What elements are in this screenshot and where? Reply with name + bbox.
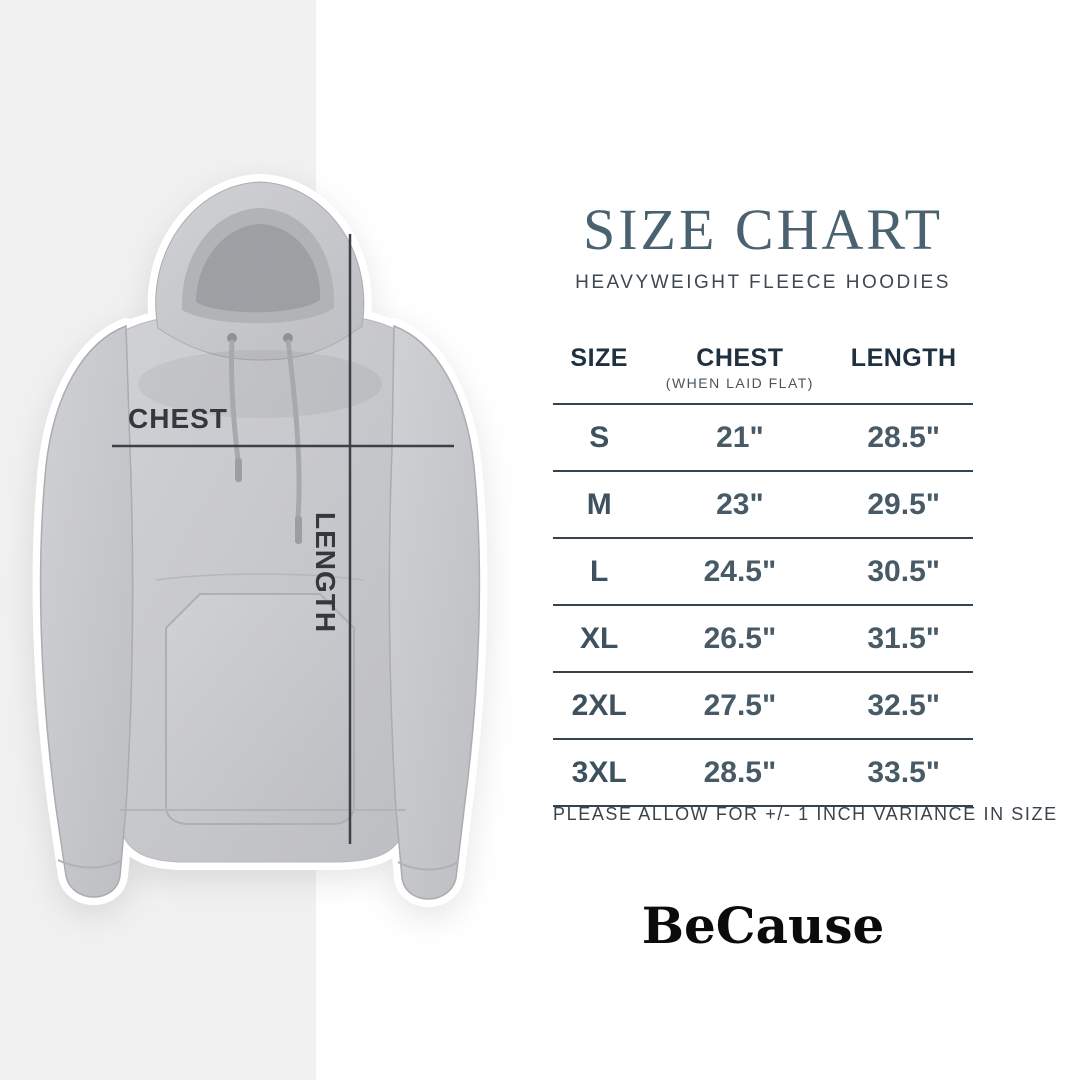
row-size: 2XL — [571, 688, 627, 722]
table-row: XL 26.5" 31.5" — [553, 604, 973, 671]
table-row: 3XL 28.5" 33.5" — [553, 738, 973, 805]
table-header-row: SIZE CHEST (WHEN LAID FLAT) LENGTH — [553, 338, 973, 403]
row-chest: 23" — [716, 487, 764, 521]
row-length: 30.5" — [867, 554, 940, 588]
row-length: 33.5" — [867, 755, 940, 789]
row-chest: 24.5" — [703, 554, 777, 588]
row-size: S — [589, 420, 610, 454]
header-chest: CHEST (WHEN LAID FLAT) — [645, 338, 834, 391]
header-length: LENGTH — [850, 344, 957, 372]
hoodie-illustration: CHEST LENGTH — [6, 160, 514, 930]
header-size: SIZE — [570, 344, 628, 372]
chest-measure-label: CHEST — [128, 403, 228, 434]
header-chest-label: CHEST — [696, 344, 784, 372]
table-row: M 23" 29.5" — [553, 470, 973, 537]
row-length: 31.5" — [867, 621, 940, 655]
table-row: 2XL 27.5" 32.5" — [553, 671, 973, 738]
row-length: 29.5" — [867, 487, 940, 521]
header-chest-subnote: (WHEN LAID FLAT) — [665, 375, 814, 391]
row-size: 3XL — [571, 755, 627, 789]
row-size: M — [586, 487, 612, 521]
heather-texture — [40, 182, 480, 899]
table-row: S 21" 28.5" — [553, 403, 973, 470]
row-chest: 21" — [716, 420, 764, 454]
page-title: SIZE CHART — [582, 197, 944, 262]
row-size: L — [590, 554, 609, 588]
row-size: XL — [580, 621, 619, 655]
row-chest: 27.5" — [703, 688, 777, 722]
row-chest: 28.5" — [703, 755, 777, 789]
row-length: 32.5" — [867, 688, 940, 722]
length-measure-label: LENGTH — [310, 512, 341, 633]
table-row: L 24.5" 30.5" — [553, 537, 973, 604]
hoodie-image: CHEST LENGTH — [6, 160, 514, 930]
row-chest: 26.5" — [703, 621, 777, 655]
variance-note: PLEASE ALLOW FOR +/- 1 INCH VARIANCE IN … — [553, 804, 1058, 824]
size-table: SIZE CHEST (WHEN LAID FLAT) LENGTH S 21"… — [553, 338, 973, 807]
brand-logo: BeCause — [641, 896, 885, 955]
row-length: 28.5" — [867, 420, 940, 454]
page-subtitle: HEAVYWEIGHT FLEECE HOODIES — [575, 272, 951, 293]
